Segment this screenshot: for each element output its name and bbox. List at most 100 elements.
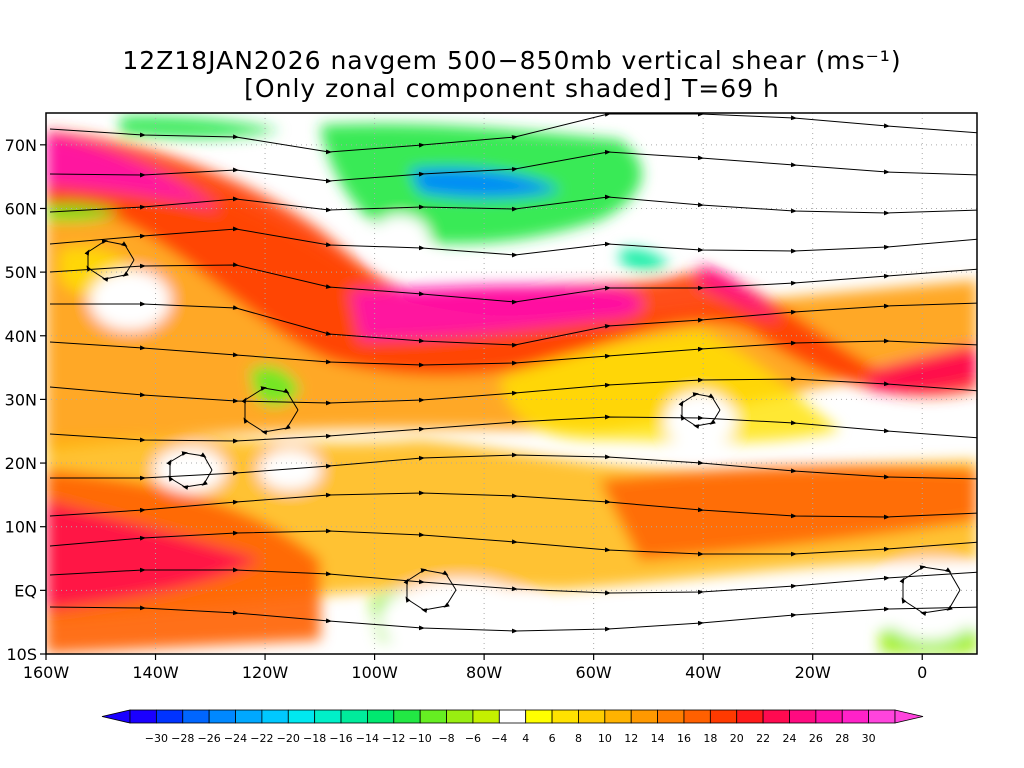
- colorbar-swatch: [393, 709, 421, 724]
- streamline: [49, 528, 977, 557]
- lon-label: 40W: [685, 663, 721, 682]
- lat-label: 50N: [5, 263, 37, 282]
- chart-title-line2: [Only zonal component shaded] T=69 h: [244, 74, 780, 103]
- streamline: [678, 392, 721, 429]
- colorbar-label: −10: [409, 732, 432, 745]
- colorbar-label: −18: [303, 732, 326, 745]
- colorbar-label: −12: [382, 732, 405, 745]
- streamline: [84, 239, 135, 282]
- colorbar-label: 20: [730, 732, 744, 745]
- lat-label: 70N: [5, 136, 37, 155]
- streamline: [49, 567, 977, 596]
- colorbar-swatch: [841, 709, 870, 724]
- colorbar-label: −28: [171, 732, 194, 745]
- lat-label: 60N: [5, 199, 37, 218]
- axis-ticks: 160W 140W 120W 100W 80W 60W 40W 20W 0 70N 60N 50N 40…: [5, 136, 928, 682]
- colorbar-swatch: [551, 709, 579, 724]
- colorbar-swatch: [287, 709, 316, 724]
- colorbar-label: 8: [575, 732, 582, 745]
- streamline: [403, 568, 457, 613]
- colorbar-swatch: [789, 709, 817, 724]
- lon-label: 60W: [576, 663, 612, 682]
- colorbar-swatch: [314, 709, 342, 724]
- lon-label: 160W: [23, 663, 70, 682]
- colorbar-swatch: [762, 709, 790, 724]
- colorbar-swatch: [419, 709, 447, 724]
- colorbar-swatch: [578, 709, 606, 724]
- chart-title-line1: 12Z18JAN2026 navgem 500−850mb vertical s…: [122, 46, 902, 75]
- colorbar-label: 6: [549, 732, 556, 745]
- colorbar-swatch: [208, 709, 236, 724]
- colorbar-swatch: [498, 709, 527, 724]
- colorbar-swatch: [709, 709, 738, 724]
- colorbar-swatch: [340, 709, 368, 724]
- lat-label: EQ: [14, 581, 37, 600]
- colorbar-label: −16: [329, 732, 352, 745]
- colorbar-label: −20: [277, 732, 300, 745]
- colorbar-swatch: [525, 709, 553, 724]
- streamline: [49, 376, 977, 406]
- streamline: [899, 565, 961, 616]
- colorbar-label: 24: [782, 732, 796, 745]
- lat-label: 20N: [5, 454, 37, 473]
- colorbar-label: 16: [677, 732, 691, 745]
- lat-label: 10N: [5, 518, 37, 537]
- colorbar-swatch: [736, 709, 764, 724]
- lat-label: 30N: [5, 390, 37, 409]
- lon-label: 120W: [242, 663, 289, 682]
- colorbar-label: −24: [224, 732, 247, 745]
- streamline: [166, 451, 213, 490]
- colorbar-label: 12: [624, 732, 638, 745]
- streamline: [49, 149, 977, 184]
- colorbar-arrow-left: [101, 709, 131, 724]
- colorbar-label: 4: [522, 732, 529, 745]
- lat-label: 10S: [6, 645, 37, 664]
- lon-label: 0: [917, 663, 927, 682]
- streamline: [49, 605, 977, 634]
- colorbar-swatch: [683, 709, 711, 724]
- colorbar-label: −30: [145, 732, 168, 745]
- lon-label: 20W: [795, 663, 831, 682]
- colorbar-label: −26: [198, 732, 221, 745]
- colorbar-swatch: [630, 709, 658, 724]
- colorbar-swatch: [182, 709, 210, 724]
- lon-label: 80W: [466, 663, 502, 682]
- colorbar-label: −14: [356, 732, 379, 745]
- streamline: [49, 194, 977, 216]
- colorbar-label: −8: [438, 732, 454, 745]
- colorbar-arrow-right: [894, 709, 924, 724]
- streamline: [241, 386, 299, 435]
- colorbar-swatch: [155, 709, 184, 724]
- lon-label: 140W: [132, 663, 179, 682]
- streamline: [49, 414, 977, 444]
- colorbar-swatch: [604, 709, 632, 724]
- shear-shading: [46, 113, 977, 654]
- streamline: [49, 338, 977, 368]
- map-frame: [45, 112, 978, 655]
- colorbar-label: −22: [250, 732, 273, 745]
- lat-label: 40N: [5, 327, 37, 346]
- streamline: [49, 113, 977, 155]
- colorbar-swatch: [446, 709, 474, 724]
- colorbar-label: 22: [756, 732, 770, 745]
- colorbar: −30 −28 −26 −24 −22 −20 −18 −16 −14 −12 −10 −8 −6 −4 4…: [101, 709, 924, 745]
- colorbar-swatch: [868, 709, 896, 724]
- streamline: [49, 490, 977, 520]
- colorbar-label: 10: [598, 732, 612, 745]
- colorbar-swatch: [657, 709, 685, 724]
- colorbar-swatch: [261, 709, 289, 724]
- colorbar-swatch: [235, 709, 263, 724]
- colorbar-label: −4: [491, 732, 507, 745]
- lon-label: 100W: [351, 663, 398, 682]
- colorbar-swatch: [129, 709, 157, 724]
- colorbar-label: −6: [465, 732, 481, 745]
- streamlines: [49, 113, 977, 634]
- colorbar-label: 28: [835, 732, 849, 745]
- colorbar-swatch: [367, 709, 395, 724]
- colorbar-label: 14: [651, 732, 665, 745]
- colorbar-swatch: [815, 709, 843, 724]
- colorbar-swatch: [472, 709, 500, 724]
- colorbar-label: 30: [862, 732, 876, 745]
- colorbar-label: 26: [809, 732, 823, 745]
